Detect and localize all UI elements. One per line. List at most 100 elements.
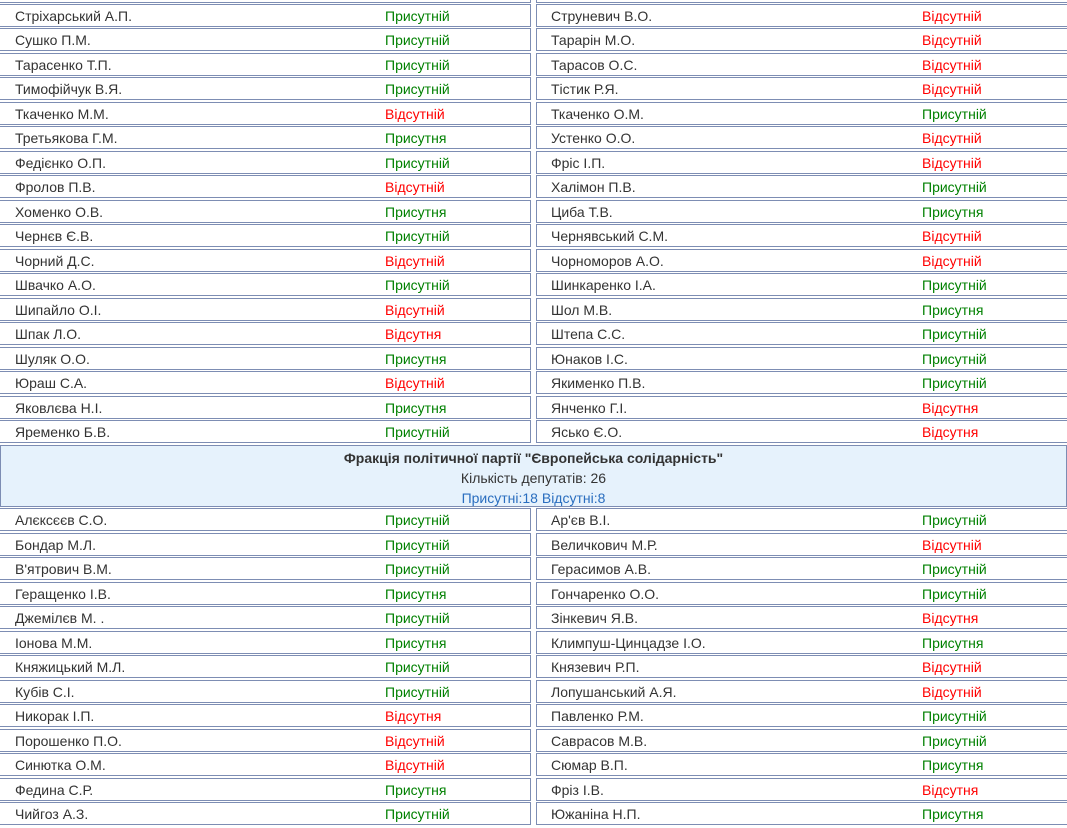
deputy-cell: Федієнко О.П. Присутній: [0, 150, 531, 174]
deputy-cell: Тарасов О.С. Відсутній: [536, 52, 1067, 76]
deputy-cell: Ар'єв В.І. Присутній: [536, 508, 1067, 532]
deputy-cell: Тимофійчук В.Я. Присутній: [0, 77, 531, 101]
deputy-name: Чорний Д.С.: [15, 252, 95, 269]
deputy-cell: Герасимов А.В. Присутній: [536, 557, 1067, 581]
attendance-status: Присутній: [922, 708, 987, 725]
deputy-cell: Хоменко О.В. Присутня: [0, 199, 531, 223]
deputy-cell: Чорноморов А.О. Відсутній: [536, 248, 1067, 272]
table-row: Яковлєва Н.І. Присутня Янченко Г.І. Відсутн…: [0, 395, 1067, 420]
table-row: Алєксєєв С.О. Присутній Ар'єв В.І. Присутні…: [0, 508, 1067, 532]
attendance-status: Відсутній: [922, 56, 982, 73]
deputy-cell: Устенко О.О. Відсутній: [536, 126, 1067, 150]
deputy-cell: Кубів С.І. Присутній: [0, 679, 531, 703]
attendance-status: Відсутня: [922, 399, 979, 416]
faction-header-box: Фракція політичної партії "Європейська с…: [0, 445, 1067, 508]
table-row: Іонова М.М. Присутня Климпуш-Цинцадзе І.О.…: [0, 630, 1067, 655]
deputy-cell: Алєксєєв С.О. Присутній: [0, 508, 531, 532]
attendance-status: Присутній: [385, 154, 450, 171]
attendance-status: Присутня: [922, 301, 984, 318]
table-row: Шуляк О.О. Присутня Юнаков І.С. Присутній: [0, 346, 1067, 371]
attendance-status: Відсутній: [922, 81, 982, 98]
deputy-name: Шуляк О.О.: [15, 350, 90, 367]
deputy-name: Саврасов М.В.: [551, 732, 648, 749]
table-row: Фролов П.В. Відсутній Халімон П.В. Присутні…: [0, 175, 1067, 199]
table-row: В'ятрович В.М. Присутній Герасимов А.В. При…: [0, 557, 1067, 581]
deputy-name: Юнаков І.С.: [551, 350, 628, 367]
deputy-cell: Фролов П.В. Відсутній: [0, 175, 531, 199]
attendance-status: Присутня: [385, 634, 447, 651]
table-row: Геращенко І.В. Присутня Гончаренко О.О. При…: [0, 581, 1067, 606]
attendance-status: Відсутній: [385, 179, 445, 196]
deputy-name: Гончаренко О.О.: [551, 585, 660, 602]
deputy-cell: Струневич В.О. Відсутній: [536, 4, 1067, 27]
attendance-status: Присутній: [922, 585, 987, 602]
deputy-name: Фролов П.В.: [15, 179, 96, 196]
attendance-status: Присутній: [385, 610, 450, 627]
attendance-status: Відсутній: [922, 536, 982, 553]
table-row: Кубів С.І. Присутній Лопушанський А.Я. Відс…: [0, 679, 1067, 704]
deputy-cell: Тарасенко Т.П. Присутній: [0, 52, 531, 76]
attendance-status: Присутній: [385, 8, 450, 24]
attendance-status: Присутня: [922, 634, 984, 651]
attendance-status: Відсутній: [922, 252, 982, 269]
attendance-status: Відсутній: [922, 8, 982, 24]
deputy-cell: Климпуш-Цинцадзе І.О. Присутня: [536, 630, 1067, 654]
table-row: Княжицький М.Л. Присутній Князевич Р.П. Від…: [0, 655, 1067, 679]
deputy-cell: Шуляк О.О. Присутня: [0, 346, 531, 370]
deputy-cell: Янченко Г.І. Відсутня: [536, 395, 1067, 419]
attendance-status: Відсутній: [385, 105, 445, 122]
attendance-status: Присутній: [385, 423, 450, 440]
deputy-name: Фріз І.В.: [551, 781, 604, 798]
attendance-status: Відсутній: [385, 375, 445, 392]
attendance-status: Присутній: [922, 326, 987, 343]
attendance-status: Відсутня: [385, 708, 442, 725]
deputy-name: Ясько Є.О.: [551, 423, 623, 440]
deputy-cell: Фріз І.В. Відсутня: [536, 777, 1067, 801]
deputy-cell: Фріс І.П. Відсутній: [536, 150, 1067, 174]
table-row: Джемілєв М. . Присутній Зінкевич Я.В. Відсу…: [0, 606, 1067, 630]
table-row: Тарасенко Т.П. Присутній Тарасов О.С. Відсу…: [0, 52, 1067, 77]
table-row: Чорний Д.С. Відсутній Чорноморов А.О. Відсу…: [0, 248, 1067, 273]
table-row: Порошенко П.О. Відсутній Саврасов М.В. Прис…: [0, 728, 1067, 753]
deputy-name: Федієнко О.П.: [15, 154, 106, 171]
deputy-name: Якименко П.В.: [551, 375, 646, 392]
attendance-status: Присутній: [385, 81, 450, 98]
attendance-status: Присутня: [922, 757, 984, 774]
deputy-name: Тарасов О.С.: [551, 56, 638, 73]
attendance-status: Присутній: [922, 732, 987, 749]
deputy-cell: Южаніна Н.П. Присутня: [536, 802, 1067, 826]
attendance-status: Присутній: [922, 277, 987, 294]
deputy-cell: Шипайло О.І. Відсутній: [0, 297, 531, 321]
deputy-name: Халімон П.В.: [551, 179, 636, 196]
deputy-name: Тістик Р.Я.: [551, 81, 619, 98]
deputy-cell: Саврасов М.В. Присутній: [536, 728, 1067, 752]
deputy-cell: Никорак І.П. Відсутня: [0, 704, 531, 728]
deputy-name: Алєксєєв С.О.: [15, 512, 108, 529]
attendance-status: Присутня: [385, 399, 447, 416]
deputy-name: Янченко Г.І.: [551, 399, 628, 416]
table-row: Сушко П.М. Присутній Тарарін М.О. Відсутній: [0, 28, 1067, 52]
attendance-status: Присутній: [385, 561, 450, 578]
attendance-status: Присутній: [385, 228, 450, 245]
deputy-cell: Федина С.Р. Присутня: [0, 777, 531, 801]
deputy-cell: Юнаков І.С. Присутній: [536, 346, 1067, 370]
deputy-name: Ткаченко О.М.: [551, 105, 644, 122]
deputy-name: Зінкевич Я.В.: [551, 610, 639, 627]
attendance-status: Присутня: [922, 806, 984, 823]
deputy-name: Лопушанський А.Я.: [551, 683, 677, 700]
deputy-name: В'ятрович В.М.: [15, 561, 112, 578]
deputy-name: Тимофійчук В.Я.: [15, 81, 123, 98]
attendance-status: Присутній: [385, 659, 450, 676]
attendance-status: Відсутній: [922, 659, 982, 676]
deputy-cell: Стріхарський А.П. Присутній: [0, 4, 531, 27]
deputy-cell: Чернєв Є.В. Присутній: [0, 224, 531, 248]
deputy-name: Іонова М.М.: [15, 634, 93, 651]
attendance-status: Присутній: [385, 32, 450, 49]
attendance-status: Присутній: [922, 105, 987, 122]
deputy-name: Княжицький М.Л.: [15, 659, 126, 676]
attendance-status: Відсутній: [922, 130, 982, 147]
deputy-name: Чернявський С.М.: [551, 228, 668, 245]
deputy-cell: Зінкевич Я.В. Відсутня: [536, 606, 1067, 630]
deputy-cell: Княжицький М.Л. Присутній: [0, 655, 531, 679]
